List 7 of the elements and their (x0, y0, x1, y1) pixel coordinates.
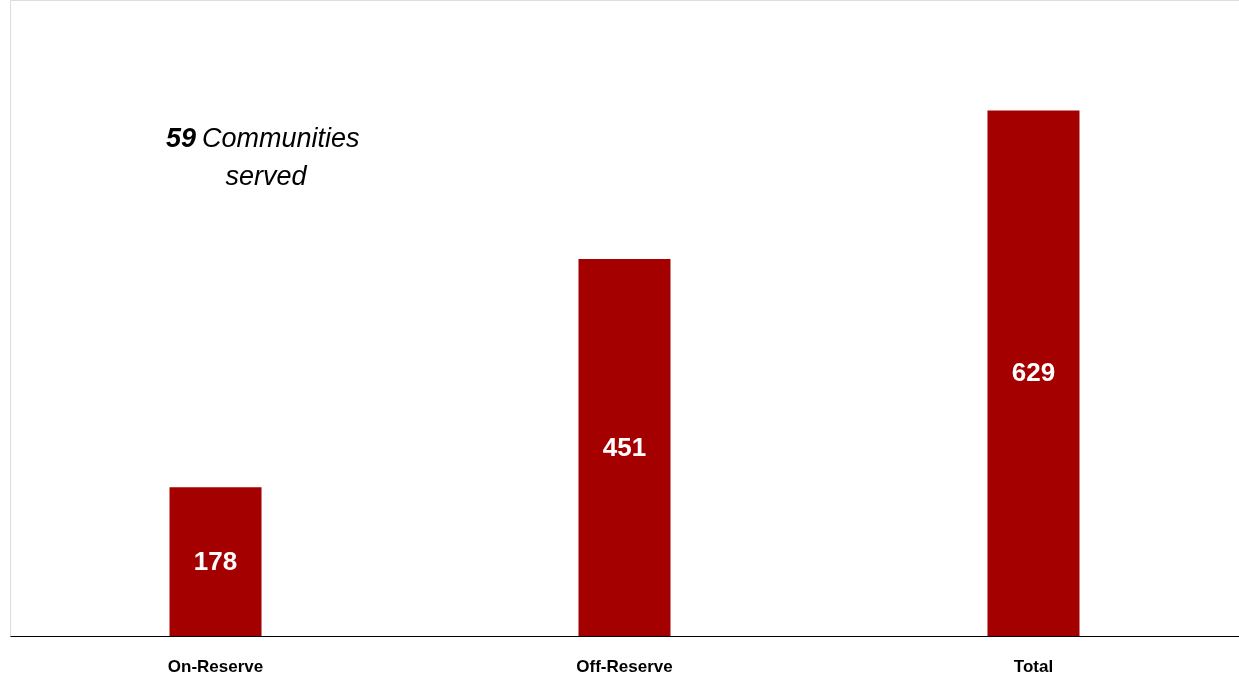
x-tick-label: Total (1013, 656, 1054, 676)
data-label: 451 (602, 431, 647, 462)
data-label: 629 (1011, 357, 1056, 388)
annotation: 59 Communities served (165, 123, 360, 191)
x-tick-label: Off-Reserve (576, 656, 673, 676)
x-tick-label: On-Reserve (167, 656, 264, 676)
data-label: 178 (193, 545, 238, 576)
